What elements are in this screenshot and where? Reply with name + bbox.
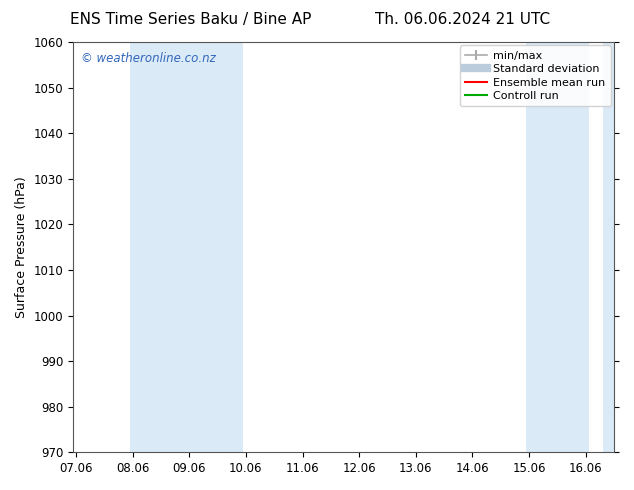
Text: © weatheronline.co.nz: © weatheronline.co.nz <box>81 52 216 65</box>
Bar <box>526 42 588 452</box>
Text: ENS Time Series Baku / Bine AP: ENS Time Series Baku / Bine AP <box>70 12 311 27</box>
Legend: min/max, Standard deviation, Ensemble mean run, Controll run: min/max, Standard deviation, Ensemble me… <box>460 46 611 106</box>
Text: Th. 06.06.2024 21 UTC: Th. 06.06.2024 21 UTC <box>375 12 550 27</box>
Bar <box>603 42 614 452</box>
Bar <box>130 42 243 452</box>
Y-axis label: Surface Pressure (hPa): Surface Pressure (hPa) <box>15 176 28 318</box>
